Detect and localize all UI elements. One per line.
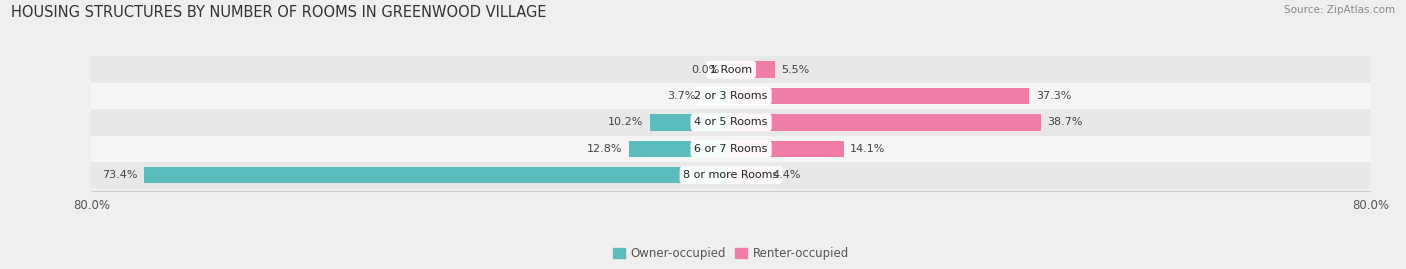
Bar [91, 136, 1371, 162]
Bar [702, 88, 731, 104]
Bar [628, 141, 731, 157]
Bar [731, 167, 766, 183]
Bar [145, 167, 731, 183]
Text: 0.0%: 0.0% [690, 65, 718, 75]
Text: Source: ZipAtlas.com: Source: ZipAtlas.com [1284, 5, 1395, 15]
Bar [91, 109, 1371, 136]
Text: 6 or 7 Rooms: 6 or 7 Rooms [695, 144, 768, 154]
Bar [91, 83, 1371, 109]
Bar [731, 141, 844, 157]
Legend: Owner-occupied, Renter-occupied: Owner-occupied, Renter-occupied [607, 242, 855, 265]
Bar [91, 162, 1371, 188]
Text: HOUSING STRUCTURES BY NUMBER OF ROOMS IN GREENWOOD VILLAGE: HOUSING STRUCTURES BY NUMBER OF ROOMS IN… [11, 5, 547, 20]
Bar [91, 56, 1371, 83]
Text: 37.3%: 37.3% [1036, 91, 1071, 101]
Text: 2 or 3 Rooms: 2 or 3 Rooms [695, 91, 768, 101]
Text: 73.4%: 73.4% [103, 170, 138, 180]
Bar [731, 114, 1040, 131]
Text: 38.7%: 38.7% [1047, 118, 1083, 128]
Bar [731, 88, 1029, 104]
Text: 4 or 5 Rooms: 4 or 5 Rooms [695, 118, 768, 128]
Text: 12.8%: 12.8% [586, 144, 623, 154]
Bar [731, 61, 775, 78]
Text: 14.1%: 14.1% [851, 144, 886, 154]
Text: 8 or more Rooms: 8 or more Rooms [683, 170, 779, 180]
Bar [650, 114, 731, 131]
Text: 4.4%: 4.4% [773, 170, 801, 180]
Text: 10.2%: 10.2% [607, 118, 643, 128]
Text: 1 Room: 1 Room [710, 65, 752, 75]
Text: 3.7%: 3.7% [666, 91, 695, 101]
Text: 5.5%: 5.5% [782, 65, 810, 75]
